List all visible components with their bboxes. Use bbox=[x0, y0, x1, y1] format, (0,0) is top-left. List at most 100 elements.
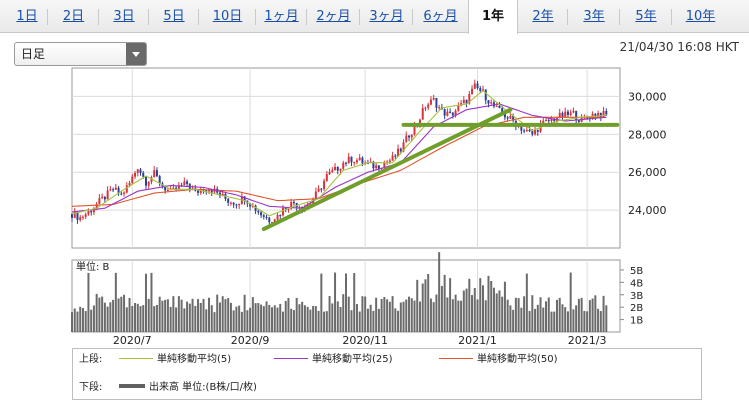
volume-bar bbox=[309, 309, 312, 332]
legend-upper-label: 上段: bbox=[79, 354, 103, 365]
candle-body bbox=[221, 193, 224, 196]
volume-bar bbox=[517, 298, 520, 332]
tab-2年[interactable]: 2年 bbox=[532, 9, 554, 24]
candle-body bbox=[575, 110, 578, 120]
candle-body bbox=[391, 155, 394, 161]
candle-body bbox=[158, 176, 161, 184]
volume-y-tick-label: 2B bbox=[630, 303, 643, 314]
volume-bar bbox=[186, 301, 189, 332]
candle-body bbox=[438, 107, 441, 109]
tab-3ヶ月[interactable]: 3ヶ月 bbox=[369, 9, 404, 24]
tab-6ヶ月[interactable]: 6ヶ月 bbox=[423, 9, 458, 24]
volume-bar bbox=[397, 310, 400, 332]
tab-5日[interactable]: 5日 bbox=[163, 9, 185, 24]
candle-body bbox=[320, 188, 323, 190]
volume-bar bbox=[506, 299, 509, 332]
tab-3日[interactable]: 3日 bbox=[113, 9, 135, 24]
volume-bar bbox=[298, 304, 301, 332]
candle-body bbox=[128, 183, 131, 186]
tab-10年[interactable]: 10年 bbox=[685, 9, 716, 24]
candle-body bbox=[558, 112, 561, 119]
candle-body bbox=[98, 198, 101, 205]
chevron-down-icon[interactable] bbox=[126, 43, 146, 65]
candle-body bbox=[155, 170, 158, 177]
price-panel bbox=[71, 67, 621, 249]
volume-bar bbox=[534, 308, 537, 332]
tab-10日[interactable]: 10日 bbox=[212, 9, 243, 24]
candle-body bbox=[292, 201, 295, 204]
volume-bar bbox=[605, 305, 608, 332]
tab-1ヶ月[interactable]: 1ヶ月 bbox=[264, 9, 299, 24]
legend-lower-row: 下段: 出来高 単位:(B株/口/枚) bbox=[79, 381, 694, 395]
volume-unit-label: 単位: B bbox=[76, 260, 110, 273]
candle-body bbox=[90, 210, 93, 213]
volume-y-tick-label: 5B bbox=[630, 266, 643, 277]
tab-2ヶ月[interactable]: 2ヶ月 bbox=[316, 9, 351, 24]
volume-bar bbox=[375, 297, 378, 332]
volume-bar bbox=[273, 305, 276, 332]
candle-body bbox=[243, 196, 246, 201]
candle-body bbox=[134, 172, 137, 177]
volume-bar bbox=[355, 304, 358, 332]
candle-body bbox=[114, 187, 117, 190]
ma5-line bbox=[71, 89, 607, 217]
tab-3年[interactable]: 3年 bbox=[583, 9, 605, 24]
candle-body bbox=[410, 134, 413, 138]
volume-bar bbox=[462, 290, 465, 332]
tab-1日[interactable]: 1日 bbox=[16, 9, 38, 24]
volume-bar bbox=[408, 296, 411, 332]
candle-body bbox=[314, 191, 317, 200]
volume-bar bbox=[164, 299, 167, 332]
candle-body bbox=[95, 204, 98, 209]
volume-bar bbox=[413, 300, 416, 332]
trendline bbox=[261, 107, 513, 232]
volume-bar bbox=[520, 307, 523, 332]
period-select[interactable]: 日足 bbox=[14, 42, 147, 66]
volume-bar bbox=[418, 301, 421, 332]
volume-bar bbox=[161, 300, 164, 332]
tab-2日[interactable]: 2日 bbox=[62, 9, 85, 24]
volume-bar bbox=[429, 298, 432, 332]
x-tick-label: 2020/11 bbox=[342, 334, 388, 347]
volume-bar bbox=[358, 311, 361, 332]
volume-bar bbox=[268, 304, 271, 332]
candle-body bbox=[339, 168, 342, 171]
volume-bar bbox=[336, 301, 339, 332]
tab-5年[interactable]: 5年 bbox=[635, 9, 657, 24]
volume-bar bbox=[325, 311, 328, 332]
volume-bar bbox=[287, 297, 290, 332]
volume-bar bbox=[235, 306, 238, 332]
candle-body bbox=[205, 190, 208, 192]
legend-lower-label: 下段: bbox=[79, 382, 103, 393]
candle-body bbox=[525, 129, 528, 131]
candle-body bbox=[495, 105, 498, 107]
volume-bar bbox=[339, 306, 342, 332]
volume-bar bbox=[224, 299, 227, 332]
volume-bar bbox=[271, 307, 274, 332]
volume-bar bbox=[473, 288, 476, 332]
candle-body bbox=[87, 210, 90, 215]
volume-bar bbox=[550, 311, 553, 332]
volume-bar bbox=[564, 307, 567, 332]
tab-1年[interactable]: 1年 bbox=[468, 0, 518, 34]
candle-body bbox=[175, 187, 178, 190]
candle-body bbox=[355, 160, 358, 163]
volume-bar bbox=[276, 307, 279, 332]
candle-body bbox=[139, 169, 142, 173]
candle-body bbox=[542, 120, 545, 124]
volume-bar bbox=[512, 309, 515, 332]
candle-body bbox=[123, 192, 126, 194]
volume-bar bbox=[558, 297, 561, 332]
candle-body bbox=[572, 110, 575, 113]
volume-bar bbox=[528, 310, 531, 332]
candle-body bbox=[342, 162, 345, 169]
candle-body bbox=[372, 161, 375, 169]
y-tick-label: 30,000 bbox=[628, 90, 667, 103]
volume-bar bbox=[465, 288, 468, 332]
volume-bar bbox=[131, 305, 134, 332]
y-tick-label: 24,000 bbox=[628, 204, 667, 217]
candle-body bbox=[435, 98, 438, 108]
candle-body bbox=[227, 198, 230, 203]
volume-bar bbox=[87, 272, 90, 332]
candle-body bbox=[468, 94, 471, 104]
